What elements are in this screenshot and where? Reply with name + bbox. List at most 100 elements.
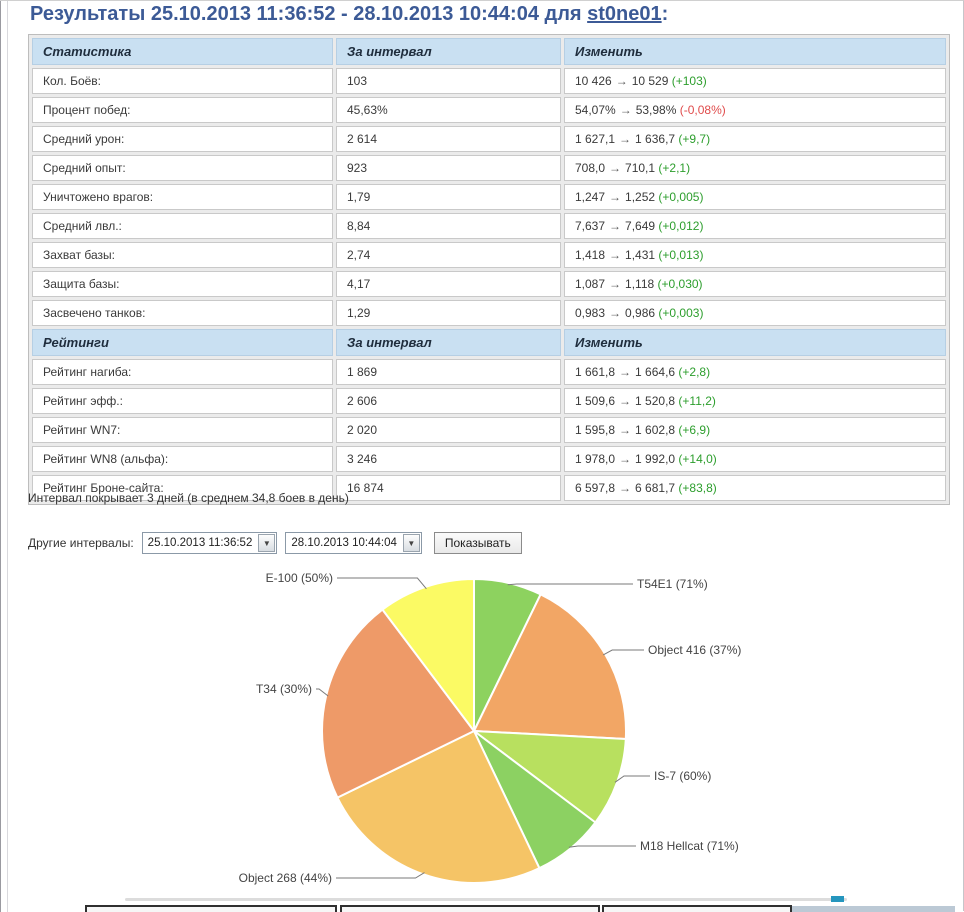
stat-label: Рейтинг нагиба: <box>32 359 333 385</box>
chevron-down-icon[interactable]: ▼ <box>402 534 420 552</box>
stat-interval-value: 2 020 <box>336 417 561 443</box>
delta-value: (+0,012) <box>658 219 704 233</box>
table-row: Рейтинг нагиба: 1 869 1 661,8 → 1 664,6 (+2,… <box>32 359 946 385</box>
pie-slice-label: E-100 (50%) <box>266 571 333 585</box>
stat-interval-value: 4,17 <box>336 271 561 297</box>
stat-change-value: 0,983 → 0,986 (+0,003) <box>564 300 946 326</box>
stat-interval-value: 103 <box>336 68 561 94</box>
table-row: Средний урон: 2 614 1 627,1 → 1 636,7 (+9,7) <box>32 126 946 152</box>
stat-change-value: 708,0 → 710,1 (+2,1) <box>564 155 946 181</box>
stat-label: Защита базы: <box>32 271 333 297</box>
arrow-right-icon: → <box>609 190 622 204</box>
delta-value: (+6,9) <box>678 423 711 437</box>
stat-change-value: 6 597,8 → 6 681,7 (+83,8) <box>564 475 946 501</box>
stat-change-value: 7,637 → 7,649 (+0,012) <box>564 213 946 239</box>
pie-slice-label: M18 Hellcat (71%) <box>640 839 739 853</box>
delta-value: (+9,7) <box>678 132 711 146</box>
interval-to-value: 28.10.2013 10:44:04 <box>291 537 397 549</box>
arrow-right-icon: → <box>619 481 632 495</box>
stat-label: Процент побед: <box>32 97 333 123</box>
arrow-right-icon: → <box>609 277 622 291</box>
page-title: Результаты 25.10.2013 11:36:52 - 28.10.2… <box>30 3 668 26</box>
page-left-border <box>0 1 1 912</box>
delta-value: (+83,8) <box>678 481 717 495</box>
cutoff-table-cell <box>85 905 337 912</box>
arrow-right-icon: → <box>619 452 632 466</box>
table-row: Процент побед: 45,63% 54,07% → 53,98% (-0,08… <box>32 97 946 123</box>
stat-label: Средний урон: <box>32 126 333 152</box>
arrow-right-icon: → <box>615 74 628 88</box>
interval-to-select[interactable]: 28.10.2013 10:44:04 ▼ <box>285 532 422 554</box>
pie-slice-t34[interactable] <box>321 608 475 799</box>
stat-change-value: 1,247 → 1,252 (+0,005) <box>564 184 946 210</box>
pie-slice-label: Object 416 (37%) <box>648 643 741 657</box>
username-link[interactable]: st0ne01 <box>587 3 662 25</box>
chevron-down-icon[interactable]: ▼ <box>258 534 276 552</box>
page-title-text: Результаты 25.10.2013 11:36:52 - 28.10.2… <box>30 3 588 25</box>
delta-value: (-0,08%) <box>679 103 726 117</box>
label-leader-line <box>614 775 650 783</box>
pie-slice-label: IS-7 (60%) <box>654 769 711 783</box>
table-row: Рейтинг Броне-сайта: 16 874 6 597,8 → 6 681,… <box>32 475 946 501</box>
delta-value: (+14,0) <box>678 452 717 466</box>
table-row: Средний лвл.: 8,84 7,637 → 7,649 (+0,012) <box>32 213 946 239</box>
stat-interval-value: 8,84 <box>336 213 561 239</box>
label-leader-line <box>568 845 636 848</box>
table-row: Засвечено танков: 1,29 0,983 → 0,986 (+0,003… <box>32 300 946 326</box>
label-leader-line <box>316 688 329 697</box>
stat-label: Кол. Боёв: <box>32 68 333 94</box>
stat-change-value: 1 595,8 → 1 602,8 (+6,9) <box>564 417 946 443</box>
column-header: Рейтинги <box>32 329 333 356</box>
stat-label: Засвечено танков: <box>32 300 333 326</box>
cutoff-table-strip <box>792 906 955 912</box>
page-left-border-inner <box>7 1 8 912</box>
stat-interval-value: 3 246 <box>336 446 561 472</box>
arrow-right-icon: → <box>609 248 622 262</box>
stat-label: Рейтинг WN8 (альфа): <box>32 446 333 472</box>
stat-interval-value: 45,63% <box>336 97 561 123</box>
pie-slice-e-100[interactable] <box>381 578 475 732</box>
label-leader-line <box>337 577 427 590</box>
table-row: Кол. Боёв: 103 10 426 → 10 529 (+103) <box>32 68 946 94</box>
stat-change-value: 1 627,1 → 1 636,7 (+9,7) <box>564 126 946 152</box>
show-button[interactable]: Показывать <box>433 532 522 554</box>
stat-label: Средний опыт: <box>32 155 333 181</box>
arrow-right-icon: → <box>609 161 622 175</box>
stat-label: Рейтинг WN7: <box>32 417 333 443</box>
cutoff-table-cell <box>602 905 792 912</box>
delta-value: (+0,030) <box>657 277 703 291</box>
pie-slice-object-268[interactable] <box>336 730 541 884</box>
delta-value: (+0,013) <box>658 248 704 262</box>
interval-from-select[interactable]: 25.10.2013 11:36:52 ▼ <box>141 532 278 554</box>
table-row: Рейтинг WN7: 2 020 1 595,8 → 1 602,8 (+6,9) <box>32 417 946 443</box>
horizontal-scrollbar-thumb[interactable] <box>831 896 844 902</box>
arrow-right-icon: → <box>619 132 632 146</box>
delta-value: (+103) <box>671 74 707 88</box>
arrow-right-icon: → <box>609 219 622 233</box>
column-header: Изменить <box>564 38 946 65</box>
stat-change-value: 54,07% → 53,98% (-0,08%) <box>564 97 946 123</box>
interval-from-value: 25.10.2013 11:36:52 <box>147 537 253 549</box>
column-header: За интервал <box>336 38 561 65</box>
column-header: Изменить <box>564 329 946 356</box>
label-leader-line <box>336 872 425 879</box>
arrow-right-icon: → <box>619 365 632 379</box>
interval-note: Интервал покрывает 3 дней (в среднем 34,… <box>28 491 349 505</box>
interval-controls: Другие интервалы: 25.10.2013 11:36:52 ▼ … <box>28 532 522 554</box>
horizontal-scrollbar-track[interactable] <box>125 898 847 901</box>
delta-value: (+0,003) <box>658 306 704 320</box>
table-row: Средний опыт: 923 708,0 → 710,1 (+2,1) <box>32 155 946 181</box>
stat-change-value: 1 509,6 → 1 520,8 (+11,2) <box>564 388 946 414</box>
stat-change-value: 10 426 → 10 529 (+103) <box>564 68 946 94</box>
table-row: Защита базы: 4,17 1,087 → 1,118 (+0,030) <box>32 271 946 297</box>
delta-value: (+2,1) <box>658 161 691 175</box>
column-header: Статистика <box>32 38 333 65</box>
arrow-right-icon: → <box>619 394 632 408</box>
cutoff-table-cell <box>340 905 600 912</box>
pie-slice-is-7[interactable] <box>473 730 627 824</box>
stat-change-value: 1 661,8 → 1 664,6 (+2,8) <box>564 359 946 385</box>
label-leader-line <box>507 583 633 586</box>
arrow-right-icon: → <box>609 306 622 320</box>
stat-change-value: 1,418 → 1,431 (+0,013) <box>564 242 946 268</box>
delta-value: (+11,2) <box>678 394 716 408</box>
